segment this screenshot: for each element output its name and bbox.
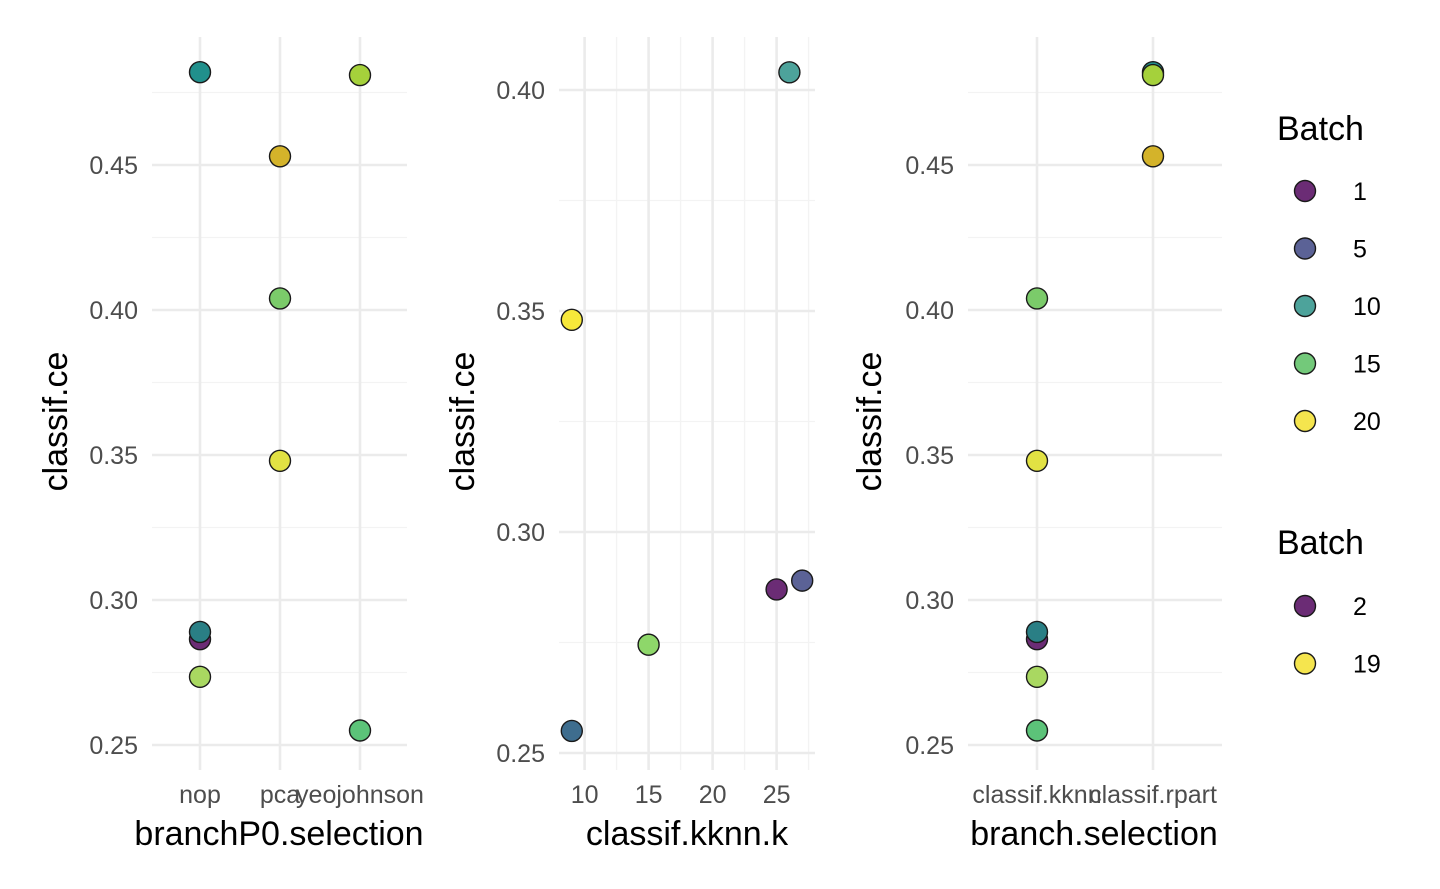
panel-3: 0.250.300.350.400.45classif.kknnclassif.… [851, 37, 1222, 853]
y-tick-label: 0.35 [496, 298, 545, 326]
legend-label: 2 [1353, 593, 1367, 621]
data-point [765, 578, 788, 601]
data-point [1025, 665, 1049, 689]
legend-key [1293, 237, 1317, 260]
y-tick-label: 0.30 [905, 587, 954, 615]
legend-key [1293, 294, 1317, 318]
legend-label: 20 [1353, 408, 1381, 436]
data-point [348, 63, 372, 87]
y-tick-label: 0.25 [905, 732, 954, 760]
data-point [188, 620, 212, 644]
data-point [188, 60, 212, 84]
x-tick-label: classif.kknn [972, 781, 1101, 809]
x-axis-title: branchP0.selection [134, 815, 423, 853]
x-tick-label: 25 [763, 781, 791, 809]
data-point [560, 719, 583, 743]
data-point [637, 633, 660, 656]
legend-key [1293, 179, 1317, 203]
y-tick-label: 0.40 [89, 297, 138, 325]
legend-label: 1 [1353, 178, 1367, 206]
y-axis-title: classif.ce [444, 352, 482, 492]
y-axis-title: classif.ce [851, 352, 889, 492]
legend-label: 15 [1353, 351, 1381, 379]
y-tick-label: 0.45 [89, 152, 138, 180]
y-tick-label: 0.25 [89, 732, 138, 760]
legend-2: Batch 2 19 [1277, 524, 1381, 679]
legend-label: 19 [1353, 651, 1381, 679]
legend-key [1293, 409, 1317, 433]
data-point [268, 287, 292, 310]
y-tick-label: 0.30 [89, 587, 138, 615]
x-axis-title: branch.selection [970, 815, 1218, 853]
x-tick-label: classif.rpart [1089, 781, 1217, 809]
x-tick-label: nop [179, 781, 221, 809]
legend-key [1293, 594, 1317, 618]
data-point [1025, 719, 1049, 742]
legend-title: Batch [1277, 524, 1364, 562]
data-point [1141, 145, 1165, 168]
legend-key [1293, 352, 1317, 375]
data-point [778, 61, 801, 84]
x-tick-label: pca [260, 781, 300, 809]
data-point [791, 569, 814, 592]
panel-2: 0.25 0.30 0.35 0.40 10 15 20 25 classif.kknn.k cl… [444, 37, 815, 853]
x-tick-label: 20 [699, 781, 727, 809]
legend-key [1293, 652, 1317, 675]
data-point [1025, 620, 1049, 644]
data-point [348, 719, 372, 742]
y-tick-label: 0.40 [496, 77, 545, 105]
data-point [188, 665, 212, 689]
x-tick-label: 15 [635, 781, 663, 809]
y-tick-label: 0.30 [496, 519, 545, 547]
data-point [268, 145, 292, 168]
data-point [268, 449, 292, 472]
legend-title: Batch [1277, 110, 1364, 148]
data-point [560, 308, 583, 332]
y-axis-title: classif.ce [37, 352, 75, 492]
x-tick-label: yeojohnson [296, 781, 424, 809]
y-tick-label: 0.25 [496, 740, 545, 768]
x-axis-title: classif.kknn.k [586, 815, 789, 853]
data-point [1025, 449, 1049, 472]
x-tick-label: 10 [571, 781, 599, 809]
y-tick-label: 0.45 [905, 152, 954, 180]
y-tick-label: 0.35 [89, 442, 138, 470]
y-tick-label: 0.35 [905, 442, 954, 470]
data-point [1025, 287, 1049, 310]
data-point [1141, 63, 1165, 87]
y-tick-label: 0.40 [905, 297, 954, 325]
legend-label: 10 [1353, 293, 1381, 321]
legend-label: 5 [1353, 236, 1367, 264]
